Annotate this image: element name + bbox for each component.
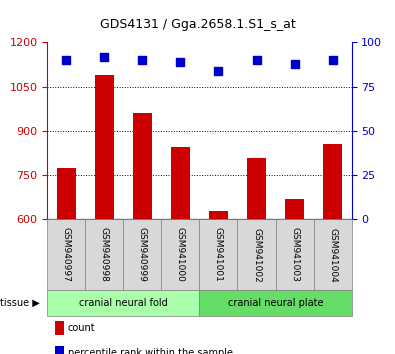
Bar [95,75,114,219]
Bar [57,168,76,219]
Bar [171,147,190,219]
Text: cranial neural fold: cranial neural fold [79,298,168,308]
Point [139,57,146,63]
Point [329,57,336,63]
Bar [85,219,123,290]
Text: GSM941001: GSM941001 [214,227,223,282]
Bar [237,219,276,290]
Bar [47,290,199,316]
Text: GSM940997: GSM940997 [62,227,71,282]
Bar [162,219,199,290]
Bar [285,199,304,219]
Bar [133,113,152,219]
Text: GDS4131 / Gga.2658.1.S1_s_at: GDS4131 / Gga.2658.1.S1_s_at [100,18,295,31]
Text: cranial neural plate: cranial neural plate [228,298,323,308]
Bar [47,219,85,290]
Text: GSM940998: GSM940998 [100,227,109,282]
Bar [199,290,352,316]
Bar [314,219,352,290]
Text: GSM941002: GSM941002 [252,228,261,282]
Point [292,61,298,67]
Point [63,57,70,63]
Bar [123,219,162,290]
Bar [209,211,228,219]
Text: GSM941004: GSM941004 [328,228,337,282]
Bar [323,144,342,219]
Text: tissue ▶: tissue ▶ [0,298,40,308]
Text: count: count [68,323,96,333]
Point [215,68,222,74]
Bar [199,219,237,290]
Text: GSM941003: GSM941003 [290,227,299,282]
Text: GSM941000: GSM941000 [176,227,185,282]
Point [177,59,184,65]
Point [101,54,107,59]
Bar [276,219,314,290]
Text: GSM940999: GSM940999 [138,227,147,282]
Bar [247,158,266,219]
Point [253,57,260,63]
Text: percentile rank within the sample: percentile rank within the sample [68,348,233,354]
